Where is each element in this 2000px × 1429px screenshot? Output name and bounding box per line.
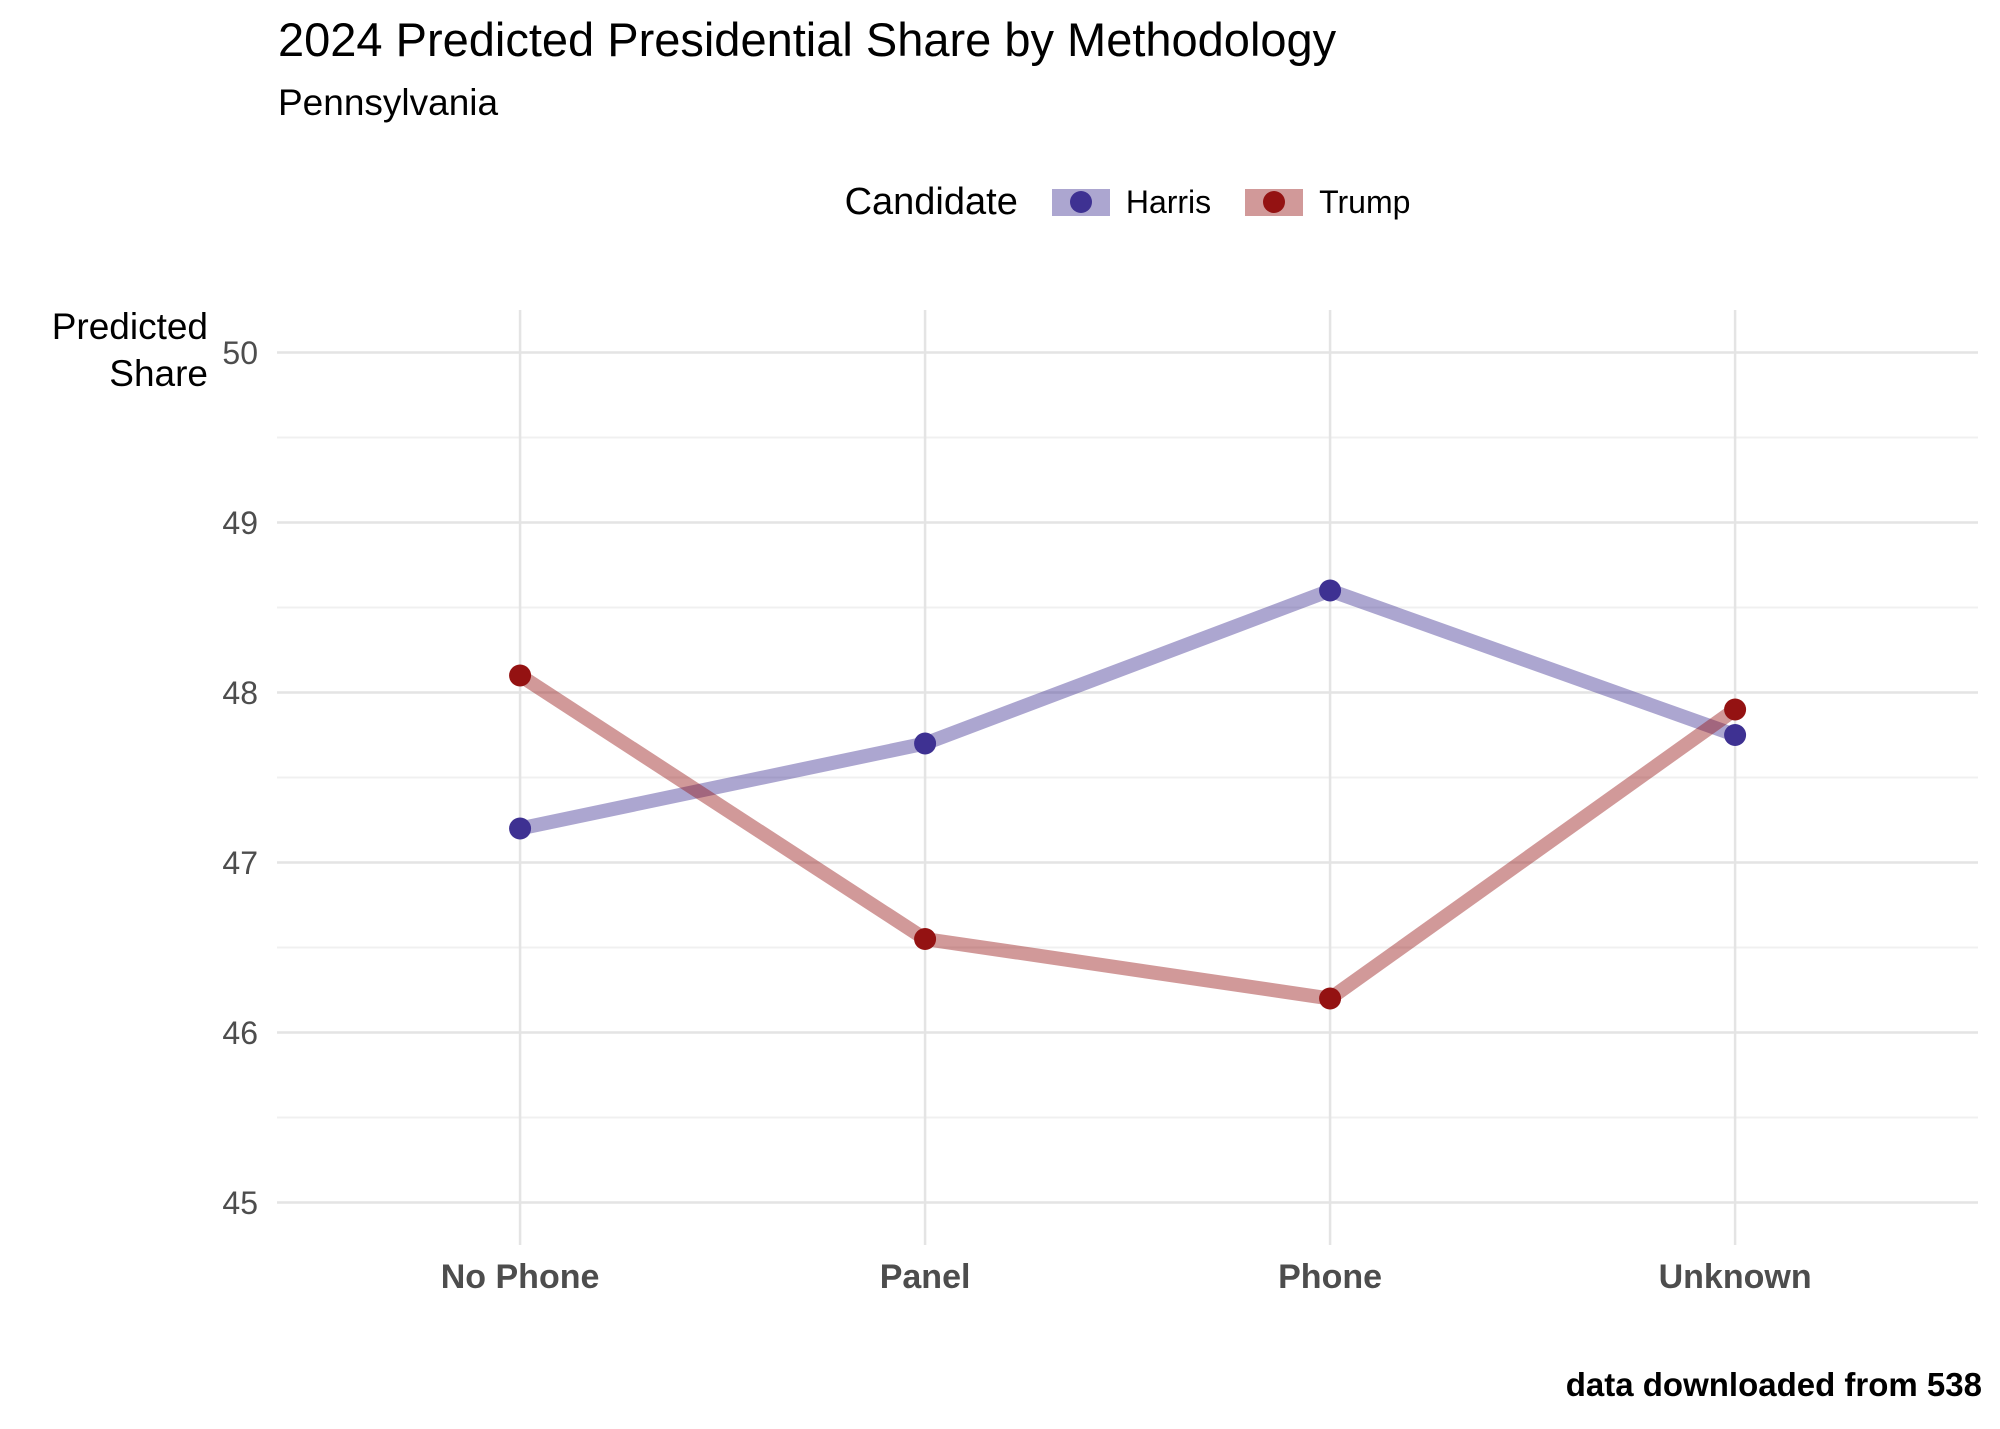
x-tick-label: Panel xyxy=(879,1258,971,1296)
legend-item-trump: Trump xyxy=(1245,184,1410,221)
data-point-harris xyxy=(509,817,532,840)
legend-label-trump: Trump xyxy=(1319,183,1411,220)
data-point-trump xyxy=(1319,987,1342,1010)
caption: data downloaded from 538 xyxy=(1565,1366,1982,1403)
data-point-trump xyxy=(509,664,532,687)
y-tick-label: 46 xyxy=(222,1014,258,1051)
data-point-harris xyxy=(1319,579,1342,602)
legend-label-harris: Harris xyxy=(1125,183,1212,220)
trump-point-icon xyxy=(1263,191,1286,213)
legend-title: Candidate xyxy=(844,180,1018,223)
data-point-harris xyxy=(914,732,937,755)
series-line-harris xyxy=(518,583,1738,836)
y-axis-title-line2: Share xyxy=(109,353,208,394)
chart-title: 2024 Predicted Presidential Share by Met… xyxy=(278,13,1337,66)
y-axis-title: Predicted Share xyxy=(0,303,208,397)
x-axis-ticks: No Phone Panel Phone Unknown xyxy=(277,1258,1978,1308)
y-tick-label: 45 xyxy=(222,1184,258,1221)
series-line-trump xyxy=(516,669,1740,1006)
harris-line-swatch xyxy=(1051,188,1110,216)
y-tick-label: 48 xyxy=(222,674,258,711)
trump-line-swatch xyxy=(1245,188,1304,216)
y-tick-label: 47 xyxy=(222,844,258,881)
plot-svg xyxy=(277,310,1978,1245)
data-point-trump xyxy=(914,928,937,950)
harris-point-icon xyxy=(1069,191,1092,213)
data-point-trump xyxy=(1724,698,1747,721)
legend: Candidate Harris Trump xyxy=(277,172,1978,232)
x-tick-label: No Phone xyxy=(440,1258,600,1296)
chart-subtitle: Pennsylvania xyxy=(278,82,499,123)
legend-item-harris: Harris xyxy=(1051,183,1212,221)
y-tick-label: 50 xyxy=(222,334,258,371)
y-tick-label: 49 xyxy=(222,504,258,541)
y-axis-title-line1: Predicted xyxy=(51,306,208,347)
data-point-harris xyxy=(1724,724,1747,746)
x-tick-label: Phone xyxy=(1278,1258,1383,1296)
x-tick-label: Unknown xyxy=(1658,1258,1812,1296)
